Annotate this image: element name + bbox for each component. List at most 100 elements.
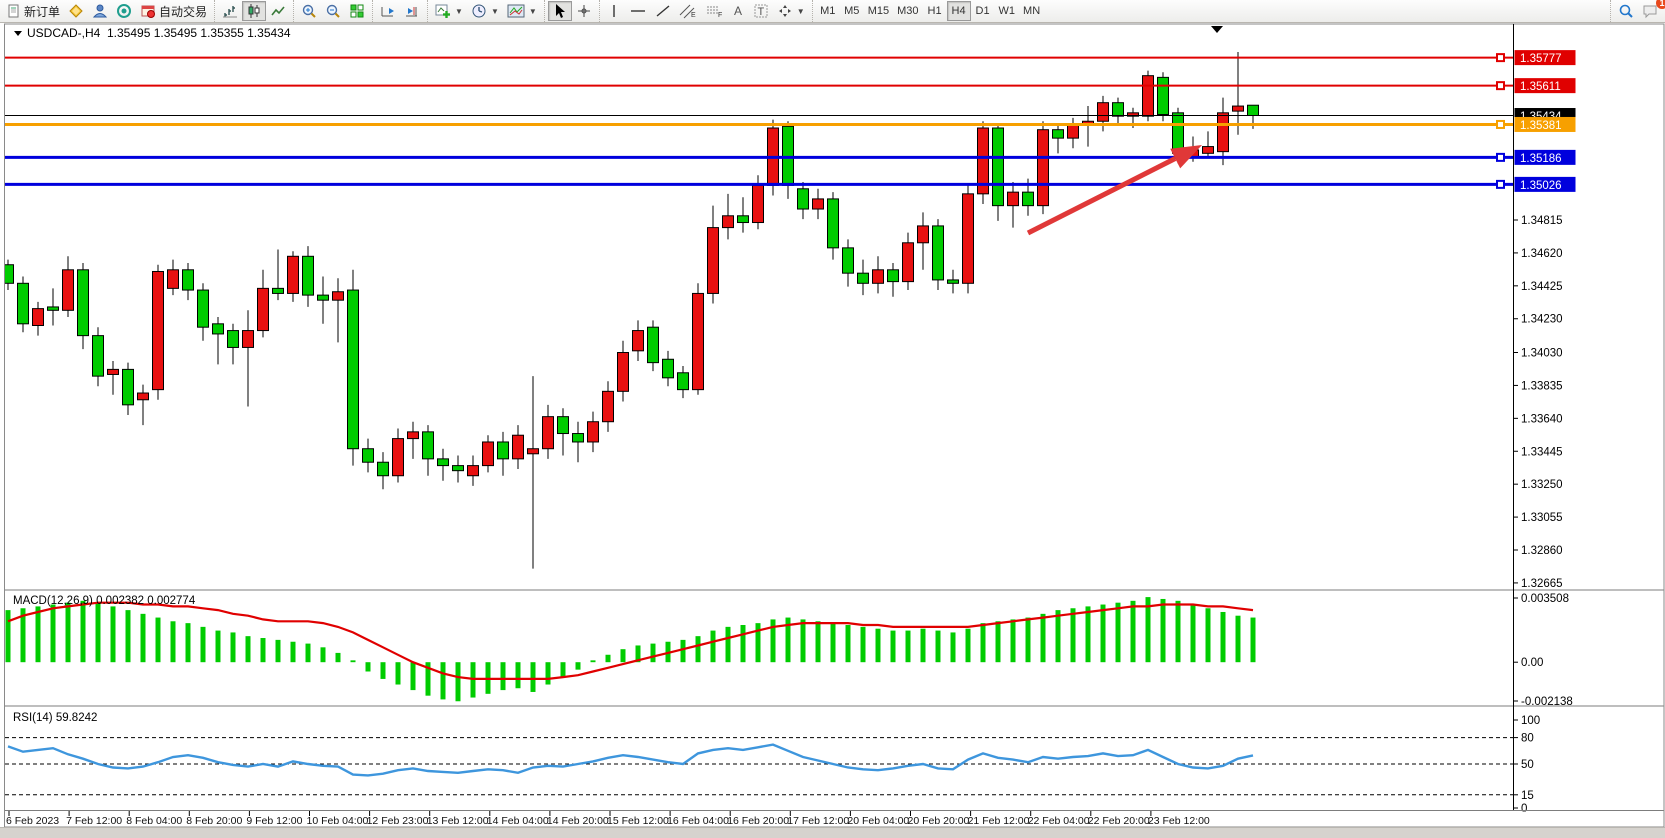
candlestick <box>977 127 989 195</box>
svg-text:1.35777: 1.35777 <box>1520 53 1562 65</box>
chat-button[interactable]: 1 <box>1638 0 1665 21</box>
date-tick-label: 17 Feb 12:00 <box>787 815 849 827</box>
zoom-out-icon <box>326 4 340 18</box>
search-icon <box>1619 4 1633 18</box>
text-label-button[interactable]: T <box>749 1 773 21</box>
search-button[interactable] <box>1614 1 1638 21</box>
chart-shift-marker-icon[interactable] <box>1211 26 1223 33</box>
line-chart-button[interactable] <box>266 1 290 21</box>
macd-bar <box>1100 604 1106 663</box>
line-handle[interactable] <box>1496 119 1505 129</box>
date-tick-label: 12 Feb 23:00 <box>367 815 429 827</box>
line-handle[interactable] <box>1496 152 1505 162</box>
trend-arrow[interactable] <box>1026 145 1202 236</box>
timeframe-button-m15[interactable]: M15 <box>864 1 893 21</box>
time-axis[interactable]: 6 Feb 2023 7 Feb 12:00 8 Feb 04:00 8 Feb 20… <box>6 811 1210 827</box>
fibonacci-button[interactable]: F <box>701 1 727 21</box>
crosshair-icon <box>577 5 590 17</box>
auto-trading-button[interactable]: 自动交易 <box>136 1 211 21</box>
chart-shift-button[interactable] <box>400 1 424 21</box>
crosshair-button[interactable] <box>572 1 596 21</box>
candlestick <box>227 330 239 348</box>
candlestick <box>437 458 449 467</box>
new-order-button[interactable]: 新订单 <box>3 1 64 21</box>
clock-icon <box>472 4 486 18</box>
candlestick <box>362 448 374 463</box>
autotrade-icon <box>141 5 156 18</box>
candlestick <box>857 272 869 284</box>
macd-bar <box>1220 611 1226 663</box>
horizontal-line[interactable] <box>4 81 1513 91</box>
auto-scroll-button[interactable] <box>376 1 400 21</box>
trendline-button[interactable] <box>651 1 675 21</box>
macd-bar <box>1235 615 1241 663</box>
community-button[interactable] <box>88 1 112 21</box>
line-handle[interactable] <box>1496 81 1505 91</box>
macd-bar <box>770 619 776 663</box>
candlestick <box>722 215 734 229</box>
candlestick <box>452 465 464 472</box>
candlestick <box>737 215 749 224</box>
chart-menu-icon[interactable] <box>14 31 22 36</box>
date-tick-label: 9 Feb 12:00 <box>246 815 302 827</box>
timeframe-button-d1[interactable]: D1 <box>971 1 995 21</box>
line-handle[interactable] <box>1496 53 1505 63</box>
price-tick-label: 1.32860 <box>1521 545 1563 557</box>
tile-windows-button[interactable] <box>345 1 369 21</box>
cursor-button[interactable] <box>547 1 572 21</box>
horizontal-line[interactable] <box>4 119 1513 129</box>
bar-chart-button[interactable] <box>218 1 242 21</box>
timeframe-button-w1[interactable]: W1 <box>995 1 1020 21</box>
toolbar-group-indicators: ▼ ▼ ▼ <box>427 0 544 22</box>
timeframe-button-m5[interactable]: M5 <box>840 1 864 21</box>
add-indicator-button[interactable]: ▼ <box>431 1 467 21</box>
candlestick <box>137 392 149 401</box>
date-tick-label: 16 Feb 04:00 <box>667 815 729 827</box>
horizontal-line[interactable] <box>4 179 1513 189</box>
candlestick <box>257 287 269 332</box>
timeframe-button-mn[interactable]: MN <box>1019 1 1044 21</box>
timeframe-button-h4[interactable]: H4 <box>946 1 971 21</box>
candlestick <box>482 441 494 467</box>
macd-bar <box>650 643 656 663</box>
candlestick <box>317 294 329 301</box>
candlestick <box>332 291 344 301</box>
arrows-button[interactable]: ▼ <box>773 1 809 21</box>
auto-scroll-icon <box>381 7 395 17</box>
chart-area[interactable]: 0.003508 0.00 -0.002138 MACD(12,26,9) 0.002… <box>0 23 1665 828</box>
macd-bar <box>935 630 941 663</box>
template-button[interactable]: ▼ <box>503 1 541 21</box>
signals-button[interactable] <box>112 1 136 21</box>
text-button[interactable]: A <box>727 1 749 21</box>
auto-trading-label: 自动交易 <box>159 4 208 19</box>
horizontal-line[interactable] <box>4 152 1513 162</box>
candlestick <box>1202 146 1214 154</box>
period-caret-icon: ▼ <box>490 6 499 16</box>
period-button[interactable]: ▼ <box>467 1 503 21</box>
macd-bar <box>1175 600 1181 663</box>
line-handle[interactable] <box>1496 179 1505 189</box>
equidistant-channel-button[interactable]: E <box>675 1 701 21</box>
rsi-scale-label: 100 <box>1521 715 1540 727</box>
horizontal-line[interactable] <box>4 53 1513 63</box>
candlestick-chart-button[interactable] <box>242 1 267 21</box>
metaeditor-button[interactable] <box>64 1 88 21</box>
candlestick <box>677 372 689 391</box>
zoom-in-button[interactable] <box>297 1 321 21</box>
vertical-line-button[interactable] <box>603 1 625 21</box>
candlestick <box>5 264 14 284</box>
macd-bar <box>980 623 986 663</box>
macd-bar <box>545 662 551 685</box>
svg-text:1.35381: 1.35381 <box>1520 120 1562 132</box>
zoom-out-button[interactable] <box>321 1 345 21</box>
date-tick-label: 7 Feb 12:00 <box>66 815 122 827</box>
candlestick <box>32 308 44 326</box>
candlestick <box>377 461 389 477</box>
candlestick <box>542 416 554 450</box>
macd-bar <box>590 660 596 663</box>
timeframe-button-m1[interactable]: M1 <box>816 1 840 21</box>
timeframe-button-m30[interactable]: M30 <box>893 1 922 21</box>
horizontal-line-button[interactable] <box>625 1 651 21</box>
candlestick <box>242 330 254 348</box>
timeframe-button-h1[interactable]: H1 <box>923 1 947 21</box>
